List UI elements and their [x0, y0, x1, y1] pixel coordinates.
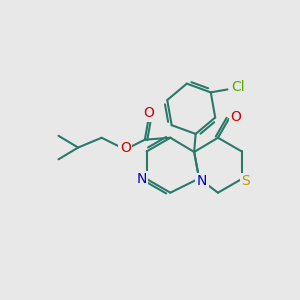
Text: O: O	[143, 106, 154, 121]
Text: N: N	[136, 172, 147, 186]
Text: O: O	[120, 140, 131, 154]
Text: O: O	[230, 110, 241, 124]
Text: N: N	[197, 174, 207, 188]
Text: S: S	[241, 174, 250, 188]
Text: Cl: Cl	[231, 80, 245, 94]
